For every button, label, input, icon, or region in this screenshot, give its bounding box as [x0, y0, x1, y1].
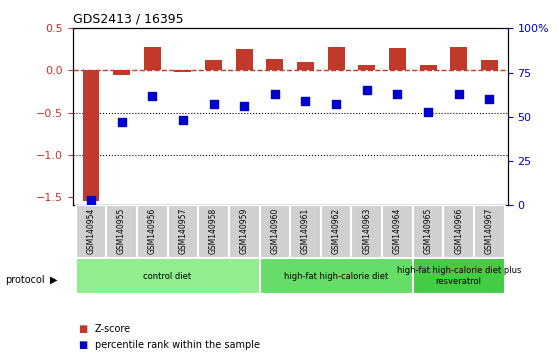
FancyBboxPatch shape: [413, 205, 444, 258]
FancyBboxPatch shape: [167, 205, 198, 258]
Text: control diet: control diet: [143, 272, 191, 281]
Text: protocol: protocol: [6, 275, 45, 285]
Bar: [113, 70, 130, 75]
FancyBboxPatch shape: [474, 205, 505, 258]
Text: Z-score: Z-score: [95, 324, 131, 334]
Text: GSM140964: GSM140964: [393, 208, 402, 255]
Text: ▶: ▶: [50, 275, 57, 285]
Point: [209, 102, 218, 107]
Point: [179, 118, 187, 123]
Text: GSM140955: GSM140955: [117, 208, 126, 255]
Text: ■: ■: [78, 324, 88, 334]
Point: [393, 91, 402, 97]
FancyBboxPatch shape: [75, 205, 106, 258]
Text: GDS2413 / 16395: GDS2413 / 16395: [73, 13, 183, 26]
FancyBboxPatch shape: [259, 205, 290, 258]
Point: [117, 119, 126, 125]
Bar: [328, 47, 345, 70]
Point: [485, 96, 494, 102]
Point: [271, 91, 280, 97]
FancyBboxPatch shape: [106, 205, 137, 258]
Bar: [236, 50, 253, 70]
Text: GSM140959: GSM140959: [240, 208, 249, 255]
FancyBboxPatch shape: [290, 205, 321, 258]
FancyBboxPatch shape: [137, 205, 167, 258]
FancyBboxPatch shape: [413, 258, 505, 294]
Point: [148, 93, 157, 98]
Bar: [205, 60, 222, 70]
FancyBboxPatch shape: [259, 258, 413, 294]
FancyBboxPatch shape: [382, 205, 413, 258]
Bar: [420, 64, 436, 70]
Bar: [83, 70, 99, 201]
Point: [240, 103, 249, 109]
FancyBboxPatch shape: [321, 205, 352, 258]
Text: GSM140954: GSM140954: [86, 208, 95, 255]
Point: [362, 87, 371, 93]
Text: high-fat high-calorie diet: high-fat high-calorie diet: [284, 272, 388, 281]
Text: GSM140958: GSM140958: [209, 208, 218, 254]
Bar: [358, 65, 375, 70]
Text: GSM140956: GSM140956: [148, 208, 157, 255]
Bar: [389, 48, 406, 70]
Text: high-fat high-calorie diet plus
resveratrol: high-fat high-calorie diet plus resverat…: [397, 267, 521, 286]
Bar: [266, 59, 283, 70]
Bar: [175, 70, 191, 72]
Text: percentile rank within the sample: percentile rank within the sample: [95, 340, 260, 350]
Point: [86, 197, 95, 203]
Point: [424, 109, 432, 114]
Bar: [481, 59, 498, 70]
Point: [301, 98, 310, 104]
Text: GSM140960: GSM140960: [270, 208, 280, 255]
Bar: [144, 47, 161, 70]
Text: GSM140967: GSM140967: [485, 208, 494, 255]
Text: GSM140962: GSM140962: [331, 208, 340, 254]
Text: GSM140957: GSM140957: [179, 208, 187, 255]
Text: ■: ■: [78, 340, 88, 350]
Bar: [450, 47, 467, 70]
Text: GSM140966: GSM140966: [454, 208, 463, 255]
FancyBboxPatch shape: [229, 205, 259, 258]
FancyBboxPatch shape: [198, 205, 229, 258]
Point: [331, 102, 340, 107]
FancyBboxPatch shape: [75, 258, 259, 294]
FancyBboxPatch shape: [352, 205, 382, 258]
Bar: [297, 62, 314, 70]
Text: GSM140965: GSM140965: [424, 208, 432, 255]
FancyBboxPatch shape: [444, 205, 474, 258]
Text: GSM140961: GSM140961: [301, 208, 310, 254]
Point: [454, 91, 463, 97]
Text: GSM140963: GSM140963: [362, 208, 371, 255]
